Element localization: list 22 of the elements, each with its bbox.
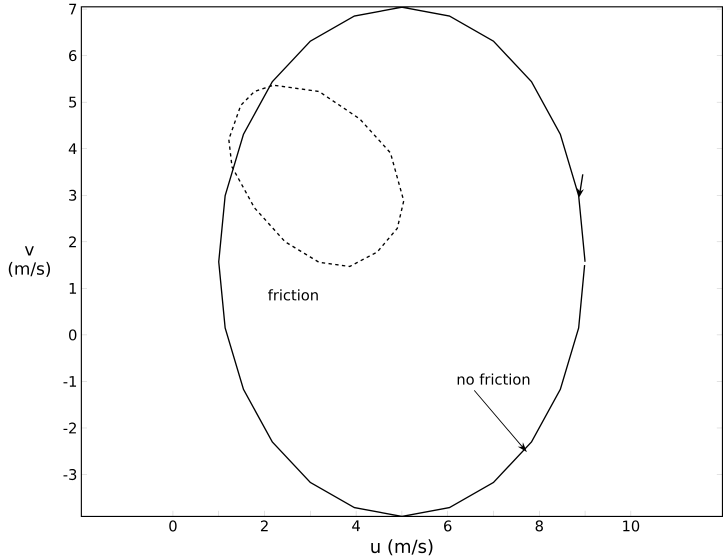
y-tick-label: 1 — [70, 283, 76, 294]
y-tick-label: 4 — [68, 143, 77, 154]
y-tick-label: 5 — [69, 96, 76, 108]
y-tick-label: -3 — [63, 468, 76, 480]
y-tick-label: 7 — [69, 4, 76, 14]
x-tick-label: 4 — [352, 520, 360, 532]
x-tick-label: 10 — [623, 520, 640, 532]
x-tick-label: 8 — [536, 520, 543, 532]
x-tick-label: 0 — [169, 520, 177, 532]
x-tick-label: 2 — [260, 520, 268, 532]
line-series — [228, 84, 404, 268]
x-tick-label: 6 — [444, 520, 452, 532]
y-axis-title: v (m/s) — [8, 246, 50, 277]
x-axis-title: u (m/s) — [371, 539, 432, 556]
y-tick-label: 2 — [69, 236, 76, 248]
y-tick-label: -2 — [63, 422, 76, 434]
y-tick-label: -1 — [63, 376, 76, 387]
y-tick-label: 0 — [69, 329, 76, 340]
annotation: no friction — [458, 373, 530, 385]
y-tick-label: 3 — [69, 190, 76, 201]
y-tick-label: 6 — [69, 50, 76, 62]
annotation: friction — [268, 289, 318, 301]
